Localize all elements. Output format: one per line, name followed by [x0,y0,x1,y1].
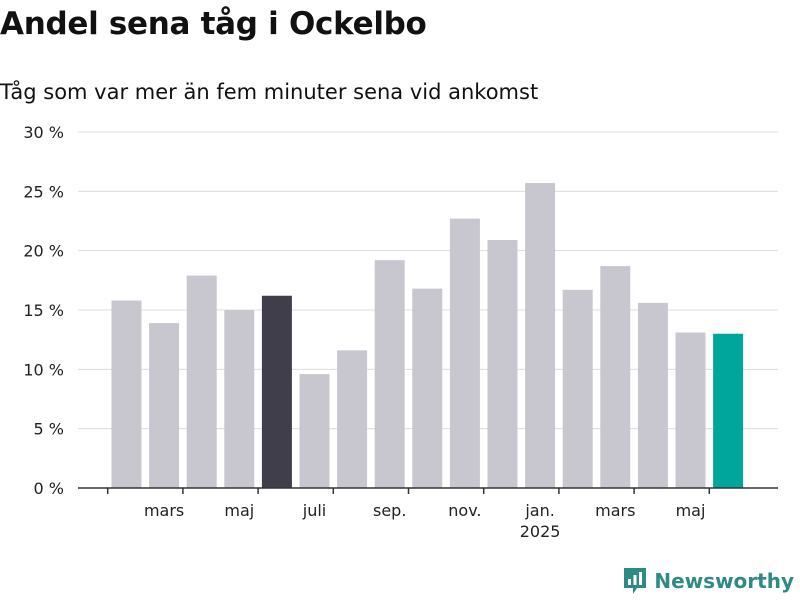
bar [374,260,405,488]
bar [487,239,518,488]
chart-subtitle: Tåg som var mer än fem minuter sena vid … [0,80,539,104]
bar [412,288,443,488]
x-tick-label: maj [676,501,706,520]
bar [149,323,180,488]
y-tick-label: 20 % [23,242,64,261]
bar [186,275,217,488]
y-tick-label: 25 % [23,182,64,201]
y-tick-label: 5 % [34,420,64,439]
x-tick-label: mars [144,501,184,520]
bar [449,218,480,489]
bar [713,333,744,488]
x-tick-sublabel: 2025 [520,522,561,541]
bar [224,310,255,488]
y-tick-label: 30 % [23,123,64,142]
x-tick-label: mars [595,501,635,520]
bar [675,332,706,488]
bar [525,183,556,488]
y-tick-label: 0 % [34,479,64,498]
brand-name: Newsworthy [654,569,794,593]
bar [299,374,330,488]
bar [261,295,292,488]
bar [337,350,368,488]
y-tick-label: 10 % [23,360,64,379]
bar [111,300,142,488]
brand-logo: Newsworthy [622,566,794,596]
x-tick-label: jan. [524,501,554,520]
x-tick-label: nov. [448,501,481,520]
newsworthy-logo-icon [624,568,647,594]
x-tick-label: sep. [373,501,406,520]
bar [600,266,631,488]
y-tick-label: 15 % [23,301,64,320]
bar [562,289,593,488]
x-tick-label: maj [224,501,254,520]
bar [637,302,668,488]
chart-title: Andel sena tåg i Ockelbo [0,6,427,42]
x-tick-label: juli [302,501,326,520]
